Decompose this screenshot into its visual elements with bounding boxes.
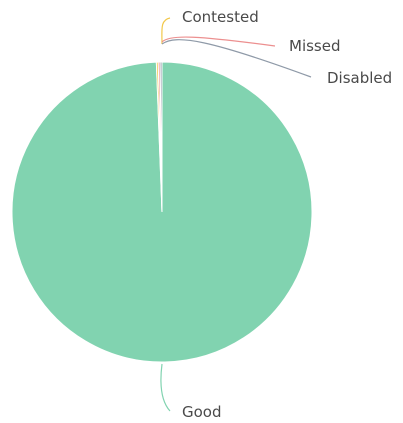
- pie-slice-disabled[interactable]: [159, 61, 163, 213]
- slice-label-good: Good: [182, 403, 222, 421]
- pie-slices: [11, 61, 313, 363]
- leader-line-contested: [161, 17, 171, 45]
- slice-label-contested: Contested: [182, 8, 259, 26]
- slice-labels: Good Contested Missed Disabled: [182, 8, 392, 421]
- slice-label-disabled: Disabled: [327, 69, 392, 87]
- leader-line-disabled: [161, 39, 312, 78]
- leader-line-missed: [161, 36, 276, 47]
- leader-line-good: [160, 363, 171, 412]
- leader-lines: [160, 17, 312, 412]
- slice-label-missed: Missed: [289, 37, 341, 55]
